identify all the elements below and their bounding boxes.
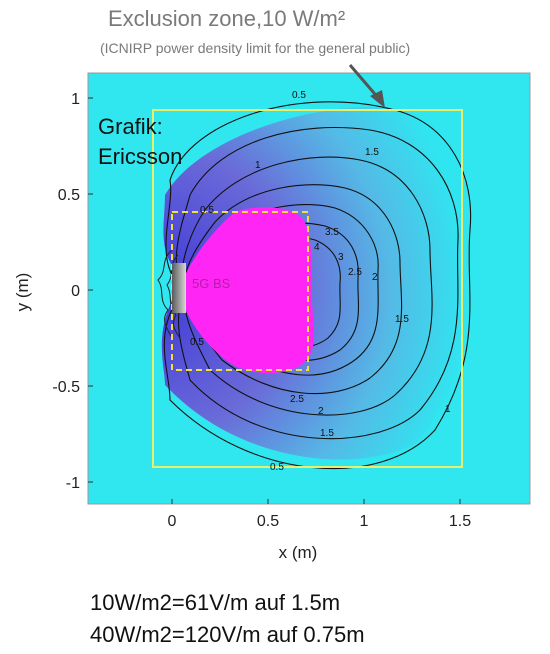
contour-plot: 5G BS Grafik: Ericsson 0.5 1.5 1 1.5 2 2… bbox=[13, 64, 531, 562]
contour-label-15-right: 1.5 bbox=[395, 314, 409, 325]
contour-label-2-right: 2 bbox=[372, 272, 378, 283]
annotation-arrowhead bbox=[370, 90, 385, 108]
x-tick-label: 0 bbox=[168, 513, 177, 530]
exclusion-zone-40w bbox=[171, 211, 309, 371]
overlay-text-line1: Grafik: bbox=[98, 114, 163, 139]
contour-label-25-right: 2.5 bbox=[348, 267, 362, 278]
x-tick-label: 0.5 bbox=[257, 513, 279, 530]
base-station-icon bbox=[172, 263, 186, 313]
x-axis-label: x (m) bbox=[279, 543, 318, 562]
y-ticks: 1 0.5 0 -0.5 -1 bbox=[52, 91, 93, 492]
contour-label-05-bottom: 0.5 bbox=[270, 462, 284, 473]
y-tick-label: 0 bbox=[71, 283, 80, 300]
y-tick-label: -0.5 bbox=[52, 379, 80, 396]
contour-label-35-right: 3.5 bbox=[325, 227, 339, 238]
contour-label-15-bottom: 1.5 bbox=[320, 428, 334, 439]
contour-label-1-upper: 1 bbox=[255, 160, 261, 171]
contour-labels: 0.5 1.5 1 1.5 2 2.5 3 3.5 4 1.5 2 2.5 0.… bbox=[190, 90, 451, 473]
y-tick-label: 1 bbox=[71, 91, 80, 108]
contour-label-3-right: 3 bbox=[338, 252, 344, 263]
overlay-text-line2: Ericsson bbox=[98, 144, 182, 169]
footer-line-2: 40W/m2=120V/m auf 0.75m bbox=[90, 622, 365, 647]
contour-label-4-right: 4 bbox=[314, 242, 320, 253]
x-ticks: 0 0.5 1 1.5 bbox=[168, 499, 471, 530]
contour-15 bbox=[181, 156, 433, 416]
y-axis-label: y (m) bbox=[13, 273, 32, 312]
y-tick-label: -1 bbox=[66, 475, 80, 492]
exclusion-zone-10w bbox=[152, 109, 463, 468]
x-tick-label: 1 bbox=[360, 513, 369, 530]
contour-05 bbox=[163, 101, 472, 470]
contour-label-1-right: 1 bbox=[445, 404, 451, 415]
chart-subtitle: (ICNIRP power density limit for the gene… bbox=[100, 40, 411, 56]
contour-label-05-top: 0.5 bbox=[292, 90, 306, 101]
contour-label-2-bottom: 2 bbox=[318, 406, 324, 417]
contour-1 bbox=[175, 127, 459, 440]
contour-label-25-bottom: 2.5 bbox=[290, 394, 304, 405]
source-label: 5G BS bbox=[192, 276, 231, 291]
y-tick-label: 0.5 bbox=[58, 187, 80, 204]
contour-label-15-top: 1.5 bbox=[365, 147, 379, 158]
x-tick-label: 1.5 bbox=[449, 513, 471, 530]
contour-label-05-left: 0.5 bbox=[190, 337, 204, 348]
footer-line-1: 10W/m2=61V/m auf 1.5m bbox=[90, 590, 341, 615]
chart-title: Exclusion zone,10 W/m² bbox=[108, 6, 346, 31]
core-region bbox=[180, 207, 314, 374]
contour-label-05-upper: 0.5 bbox=[200, 205, 214, 216]
